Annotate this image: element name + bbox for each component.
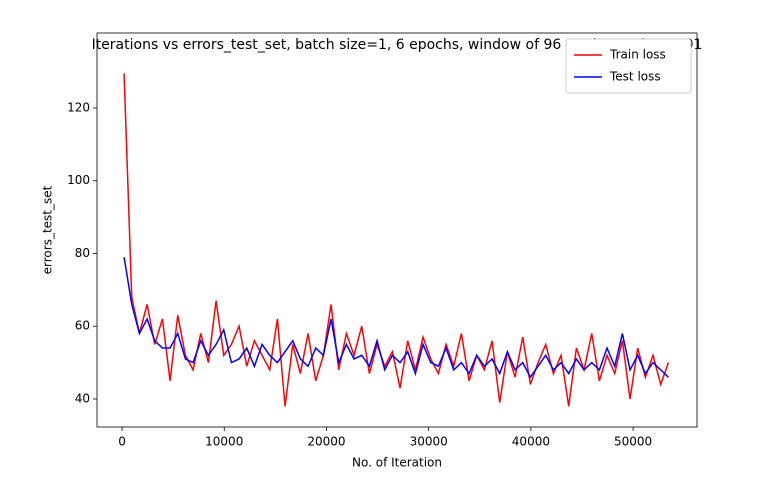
y-tick-label: 120 [67,100,90,114]
x-tick-label: 20000 [307,435,345,449]
y-tick-label: 100 [67,173,90,187]
line-series [123,256,669,379]
plot-frame [96,32,698,428]
x-tick-label: 40000 [512,435,550,449]
legend-label: Train loss [609,48,666,62]
y-tick-label: 40 [75,391,90,405]
x-tick-label: 50000 [614,435,652,449]
x-axis-label: No. of Iteration [352,456,442,470]
y-axis-label: errors_test_set [41,185,55,274]
x-tick-label: 10000 [205,435,243,449]
y-tick-label: 80 [75,246,90,260]
line-series [123,73,670,407]
x-tick-label: 30000 [410,435,448,449]
legend-label: Test loss [609,70,661,84]
x-tick-label: 0 [118,435,126,449]
y-tick-label: 60 [75,319,90,333]
chart-title: Iterations vs errors_test_set, batch siz… [92,37,703,53]
legend-box [565,38,692,94]
